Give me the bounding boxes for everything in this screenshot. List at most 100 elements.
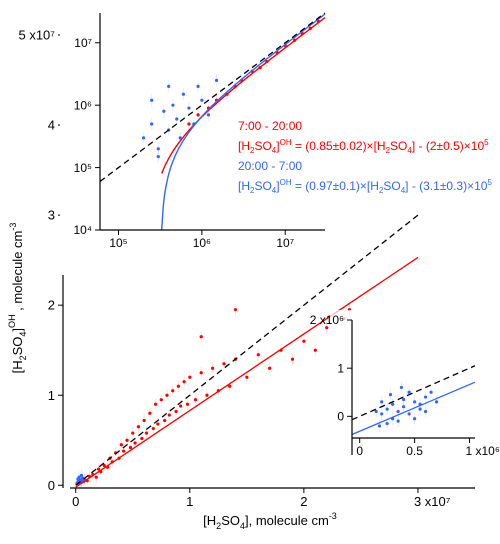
inset_log-7-00-20-00-point-0 [187,122,191,126]
main-7-00-20-00-point-40 [199,371,203,375]
main-7-00-20-00-point-48 [256,353,260,357]
inset_night-20-00-7-00-point-13 [407,390,411,394]
main-7-00-20-00-point-15 [122,449,126,453]
inset_log-20-00-7-00-point-17 [150,98,154,102]
main-7-00-20-00-point-6 [96,467,101,471]
main-y-tick-label-2: 2 [48,298,55,313]
main-x-ticks: 0 1 2 3 x10⁷ [72,488,451,509]
main-7-00-20-00-point-23 [144,431,149,435]
main-7-00-20-00-point-38 [188,375,192,379]
inset_night-20-00-7-00-point-1 [385,407,389,411]
main-7-00-20-00-point-56 [233,308,238,312]
main-7-00-20-00-point-27 [156,422,160,426]
legend-night-label: 20:00 - 7:00 [238,159,302,173]
inset_night-20-00-7-00-point-15 [380,400,384,404]
main-7-00-20-00-point-47 [245,375,249,379]
main-y-tick-label-0: 0 [48,478,55,493]
main-x-tick-label-0: 0 [72,494,79,509]
inset_night-20-00-7-00-point-6 [412,400,417,404]
inset-log-y-ticks: 10⁴ 10⁵ 10⁶ 10⁷ [73,36,100,237]
main-7-00-20-00-point-33 [174,409,178,414]
main-7-00-20-00-point-53 [313,348,317,352]
inset_log-20-00-7-00-point-14 [214,78,219,82]
main-7-00-20-00-point-31 [167,413,171,417]
main-x-tick-label-1: 1 [186,494,193,509]
main-7-00-20-00-point-21 [140,436,144,441]
legend-day-equation: [H2SO4]OH = (0.85±0.02)×[H2SO4] - (2±0.5… [238,138,489,155]
main-7-00-20-00-point-49 [268,366,272,370]
inset_log-x-tick-label-1: 10⁶ [193,236,211,250]
inset_night-20-00-7-00-point-19 [429,390,433,394]
main-7-00-20-00-point-19 [133,441,137,445]
main-7-00-20-00-point-35 [179,404,183,408]
inset_log-20-00-7-00-point-13 [206,113,211,117]
inset-night-series-layer [351,365,476,436]
inset_night-20-00-7-00-point-23 [377,424,382,428]
inset_log-20-00-7-00-point-1 [150,122,154,126]
main-fit-7-00-20-00-fit-line [75,256,419,488]
inset_log-20-00-7-00-point-9 [187,106,191,110]
inset_night-20-00-7-00-point-14 [412,417,417,421]
inset_night-fit-20-00-7-00-fit-line [351,381,476,436]
inset_log-x-tick-label-2: 10⁷ [276,236,294,250]
main-x-tick-label-3: 3 x10⁷ [414,494,451,509]
inset-night-chart: 0 0.5 1 x10⁶ 0 1 2 x10⁶ [310,310,500,485]
inset_night-y-tick-label-1: 1 [337,361,344,375]
inset_log-20-00-7-00-point-16 [167,84,171,88]
main-7-00-20-00-point-42 [211,366,215,370]
inset-night-x-ticks: 0 0.5 1 x10⁶ [356,438,500,458]
inset_log-20-00-7-00-point-12 [200,98,204,102]
main-20-00-7-00-point-8 [79,473,84,477]
main-y-label: [H2SO4]OH , molecule cm-3 [7,223,28,374]
inset_night-20-00-7-00-point-12 [385,421,389,426]
main-y-tick-label-4: 4 [48,118,55,133]
inset_log-1-1-dashed-line [99,12,326,182]
inset_night-x-tick-label-0: 0 [356,444,363,458]
main-7-00-20-00-point-37 [185,402,190,406]
inset_log-20-00-7-00-point-15 [156,155,160,159]
inset-log-legend: 7:00 - 20:00 [H2SO4]OH = (0.85±0.02)×[H2… [238,119,492,195]
main-7-00-20-00-point-52 [302,339,306,343]
inset_log-y-tick-label-3: 10⁷ [74,36,92,50]
inset_night-20-00-7-00-point-20 [434,400,439,404]
main-7-00-20-00-point-14 [119,443,123,447]
inset_night-20-00-7-00-point-21 [399,385,404,390]
main-y-tick-label-5: 5 x10⁷ [18,28,55,43]
main-7-00-20-00-point-26 [153,402,158,406]
main-7-00-20-00-point-22 [142,418,146,423]
inset_log-20-00-7-00-point-6 [175,117,179,121]
inset_log-20-00-7-00-point-5 [171,103,175,107]
inset-log-series-layer [99,12,326,230]
inset_log-y-tick-label-2: 10⁶ [74,98,92,112]
inset_log-y-tick-label-1: 10⁵ [74,161,92,175]
main-7-00-20-00-point-57 [199,335,203,339]
inset_night-x-tick-label-2: 1 x10⁶ [466,444,500,458]
inset_night-1-1-dashed-line [351,365,476,421]
main-7-00-20-00-point-17 [128,445,133,450]
inset_night-x-tick-label-1: 0.5 [406,444,423,458]
inset-night-background [330,310,495,485]
inset_night-20-00-7-00-point-16 [374,409,378,414]
main-7-00-20-00-point-28 [159,398,163,402]
main-7-00-20-00-point-45 [228,384,232,388]
main-7-00-20-00-point-32 [171,389,175,393]
inset_log-20-00-7-00-point-0 [141,136,146,140]
main-7-00-20-00-point-24 [148,411,152,415]
inset_night-20-00-7-00-point-7 [418,407,422,411]
main-7-00-20-00-point-18 [131,431,135,435]
inset_log-fit-20-00-7-00-curve [161,13,326,230]
inset_night-20-00-7-00-point-18 [423,409,428,414]
inset_night-20-00-7-00-point-10 [396,419,400,423]
main-7-00-20-00-point-8 [102,463,106,468]
inset-log-chart: 10⁵ 10⁶ 10⁷ 10⁴ 10⁵ 10⁶ 10⁷ 7:00 - 20:00 [H2S… [60,0,492,275]
main-20-00-7-00-point-9 [76,477,80,481]
inset_log-20-00-7-00-point-2 [156,147,160,151]
main-7-00-20-00-point-25 [151,426,155,431]
main-7-00-20-00-point-29 [163,418,167,423]
main-7-00-20-00-point-34 [176,384,180,388]
main-7-00-20-00-point-39 [193,398,198,402]
main-1-1-dashed-line [75,214,419,486]
legend-night-equation: [H2SO4]OH = (0.97±0.1)×[H2SO4] - (3.1±0.… [238,178,492,195]
inset_night-20-00-7-00-point-4 [402,405,406,409]
